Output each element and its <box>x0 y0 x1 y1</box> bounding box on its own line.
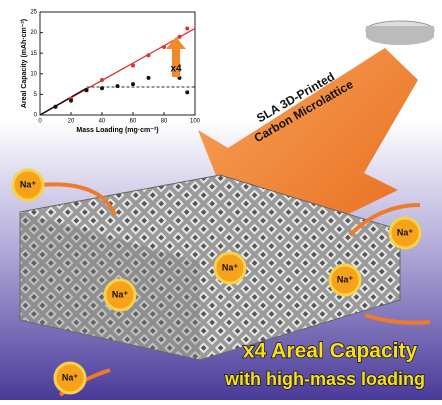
disk-side <box>366 26 434 45</box>
ion-label: Na⁺ <box>62 372 79 382</box>
point <box>147 76 151 80</box>
ion-label: Na⁺ <box>222 262 239 272</box>
x-axis-label: Mass Loading (mg·cm⁻²) <box>76 127 158 134</box>
point <box>131 82 135 86</box>
ion-label: Na⁺ <box>112 289 129 299</box>
headline: x4 Areal Capacity <box>243 340 418 363</box>
x-tick-label: 60 <box>130 119 137 125</box>
y-tick-label: 10 <box>30 71 37 77</box>
point <box>69 99 73 103</box>
ion-label: Na⁺ <box>397 227 414 237</box>
point <box>100 78 104 82</box>
y-tick-label: 15 <box>30 51 37 57</box>
annotation: x4 <box>170 64 182 75</box>
x-tick-label: 80 <box>161 119 168 125</box>
x-tick-label: 100 <box>190 119 201 125</box>
point <box>131 64 135 68</box>
point <box>100 86 104 90</box>
point <box>85 88 89 92</box>
point <box>162 45 166 49</box>
y-tick-label: 25 <box>30 10 37 16</box>
x-tick-label: 40 <box>99 119 106 125</box>
point <box>178 35 182 39</box>
x-tick-label: 20 <box>68 119 75 125</box>
point <box>185 90 189 94</box>
page: SLA 3D-Printed Carbon Microlattice x4 Ar… <box>0 0 442 405</box>
ion-label: Na⁺ <box>337 274 354 284</box>
point <box>54 105 58 109</box>
ion-label: Na⁺ <box>20 179 37 189</box>
y-axis-label: Areal Capacity (mAh·cm⁻²) <box>21 19 28 108</box>
point <box>147 53 151 57</box>
point <box>185 26 189 30</box>
graphic: SLA 3D-Printed Carbon Microlattice x4 Ar… <box>0 0 442 400</box>
y-tick-label: 20 <box>30 30 37 36</box>
headline: with high-mass loading <box>224 369 425 389</box>
point <box>116 84 120 88</box>
